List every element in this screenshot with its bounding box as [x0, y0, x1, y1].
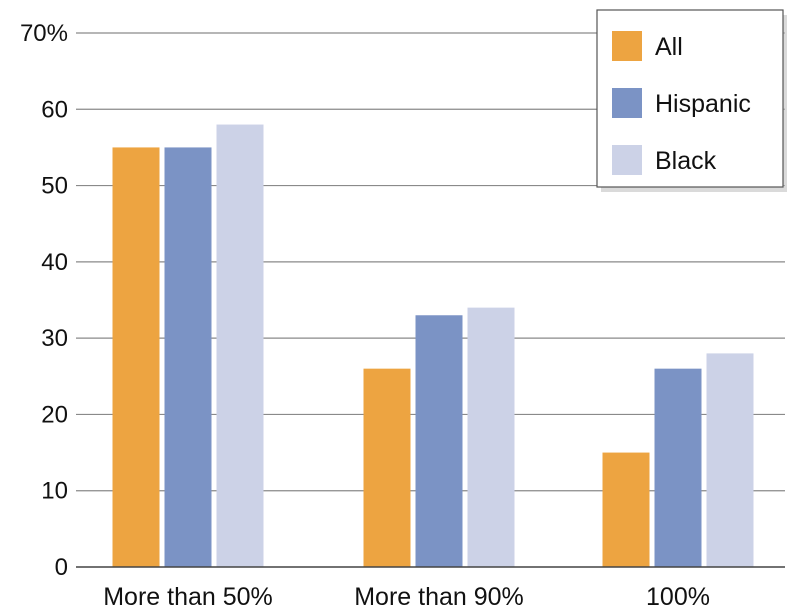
legend-label-black: Black	[655, 147, 717, 175]
bar-hispanic-0	[164, 147, 212, 567]
x-tick-label: More than 90%	[354, 583, 524, 611]
legend-swatch-hispanic	[612, 88, 642, 118]
y-tick-label: 50	[41, 173, 68, 200]
axes: 0 10 20 30 40 50 60 70% More than 50% More than 9…	[20, 20, 785, 611]
x-tick-label: 100%	[646, 583, 710, 611]
y-tick-label: 10	[41, 478, 68, 505]
bar-hispanic-2	[654, 368, 702, 567]
legend: All Hispanic Black	[596, 9, 787, 192]
y-tick-label: 20	[41, 401, 68, 428]
bars	[112, 124, 754, 568]
legend-swatch-black	[612, 145, 642, 175]
y-tick-label: 60	[41, 96, 68, 123]
bar-black-1	[467, 307, 515, 567]
bar-all-0	[112, 147, 160, 567]
bar-black-2	[706, 353, 754, 567]
bar-black-0	[216, 124, 264, 568]
legend-label-all: All	[655, 33, 683, 61]
bar-hispanic-1	[415, 315, 463, 567]
y-tick-label: 30	[41, 325, 68, 352]
x-tick-label: More than 50%	[103, 583, 273, 611]
y-tick-label: 70%	[20, 20, 68, 47]
y-tick-label: 0	[55, 554, 68, 581]
bar-all-2	[602, 452, 650, 567]
y-tick-label: 40	[41, 249, 68, 276]
bar-all-1	[363, 368, 411, 567]
legend-swatch-all	[612, 31, 642, 61]
legend-label-hispanic: Hispanic	[655, 90, 751, 118]
